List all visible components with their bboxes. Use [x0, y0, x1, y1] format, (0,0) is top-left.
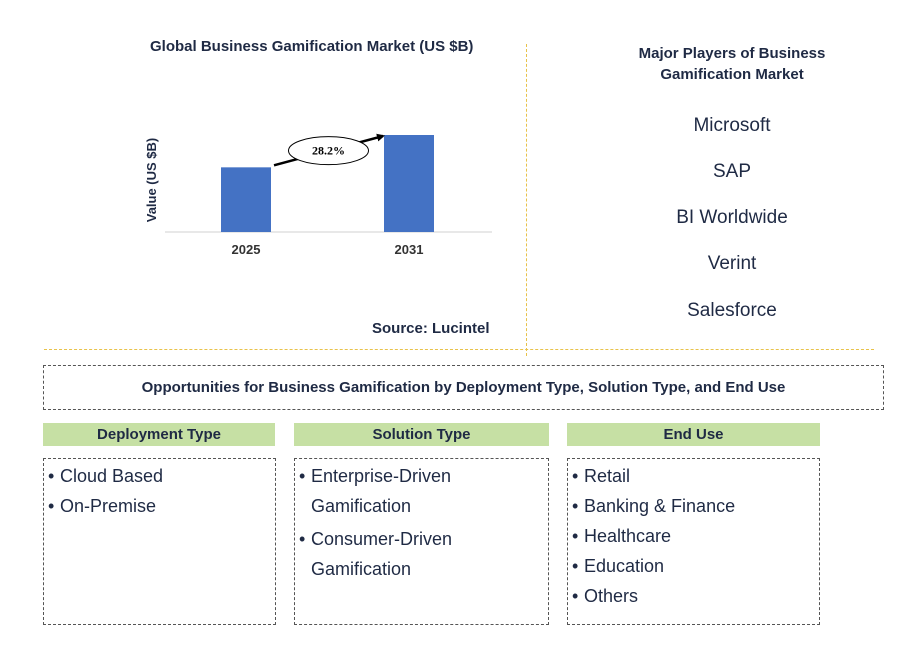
source-note: Source: Lucintel	[372, 320, 490, 337]
players-title: Major Players of Business Gamification M…	[638, 45, 826, 83]
player-microsoft: Microsoft	[693, 115, 771, 136]
deployment-type-header: Deployment Type	[43, 423, 275, 446]
player-verint: Verint	[707, 253, 757, 274]
list-item: Cloud Based	[48, 461, 271, 491]
chart-title: Global Business Gamification Market (US …	[150, 38, 474, 55]
x-tick-label: 2031	[395, 242, 424, 257]
list-item: Enterprise-Driven Gamification	[299, 461, 491, 521]
bar-2031	[384, 135, 434, 232]
vertical-divider	[526, 44, 527, 356]
bar-chart: Value (US $B) 2025 2031 28.2%	[144, 133, 492, 257]
growth-label: 28.2%	[312, 144, 345, 158]
end-use-header: End Use	[567, 423, 820, 446]
deployment-type-list: Cloud Based On-Premise	[43, 458, 276, 625]
player-bi-worldwide: BI Worldwide	[676, 207, 788, 228]
player-sap: SAP	[712, 161, 752, 182]
list-item: Others	[572, 581, 815, 611]
opportunities-banner: Opportunities for Business Gamification …	[43, 365, 884, 410]
solution-type-list: Enterprise-Driven Gamification Consumer-…	[294, 458, 549, 625]
list-item: On-Premise	[48, 491, 271, 521]
solution-type-header: Solution Type	[294, 423, 549, 446]
list-item: Consumer-Driven Gamification	[299, 524, 491, 584]
player-salesforce: Salesforce	[687, 300, 777, 321]
y-axis-label: Value (US $B)	[144, 138, 159, 223]
list-item: Healthcare	[572, 521, 815, 551]
list-item: Retail	[572, 461, 815, 491]
horizontal-divider	[44, 349, 874, 350]
x-tick-label: 2025	[232, 242, 261, 257]
list-item: Banking & Finance	[572, 491, 815, 521]
growth-bubble	[288, 136, 369, 166]
bar-2025	[221, 167, 271, 232]
opportunities-title: Opportunities for Business Gamification …	[141, 379, 786, 396]
end-use-list: Retail Banking & Finance Healthcare Educ…	[567, 458, 820, 625]
list-item: Education	[572, 551, 815, 581]
